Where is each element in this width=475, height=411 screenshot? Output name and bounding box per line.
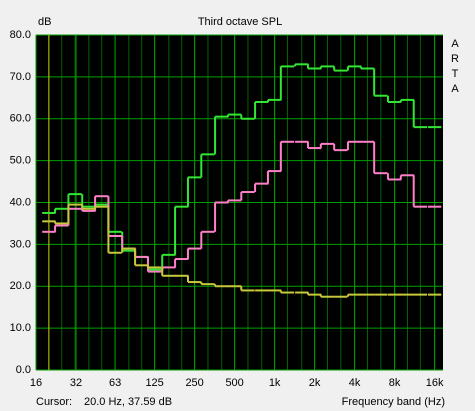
x-tick-label: 63 — [109, 377, 121, 389]
y-axis-label: dB — [38, 16, 51, 28]
y-tick-label: 20.0 — [10, 280, 31, 292]
x-tick-label: 250 — [185, 377, 203, 389]
y-tick-label: 30.0 — [10, 238, 31, 250]
x-tick-label: 16 — [30, 377, 42, 389]
y-tick-label: 80.0 — [10, 29, 31, 41]
x-tick-label: 32 — [70, 377, 82, 389]
y-tick-label: 60.0 — [10, 113, 31, 125]
x-tick-label: 500 — [225, 377, 243, 389]
chart-title: Third octave SPL — [198, 16, 282, 28]
x-tick-label: 8k — [389, 377, 401, 389]
x-tick-label: 125 — [145, 377, 163, 389]
x-axis-label: Frequency band (Hz) — [342, 396, 445, 408]
cursor-label: Cursor: — [36, 396, 72, 408]
x-tick-label: 2k — [309, 377, 321, 389]
y-tick-label: 50.0 — [10, 155, 31, 167]
cursor-readout: 20.0 Hz, 37.59 dB — [84, 396, 172, 408]
y-tick-label: 10.0 — [10, 322, 31, 334]
watermark: ARTA — [449, 38, 461, 98]
x-tick-label: 16k — [426, 377, 444, 389]
y-tick-label: 0.0 — [16, 364, 31, 376]
y-tick-label: 40.0 — [10, 196, 31, 208]
y-tick-label: 70.0 — [10, 71, 31, 83]
x-tick-label: 1k — [269, 377, 281, 389]
x-tick-label: 4k — [349, 377, 361, 389]
